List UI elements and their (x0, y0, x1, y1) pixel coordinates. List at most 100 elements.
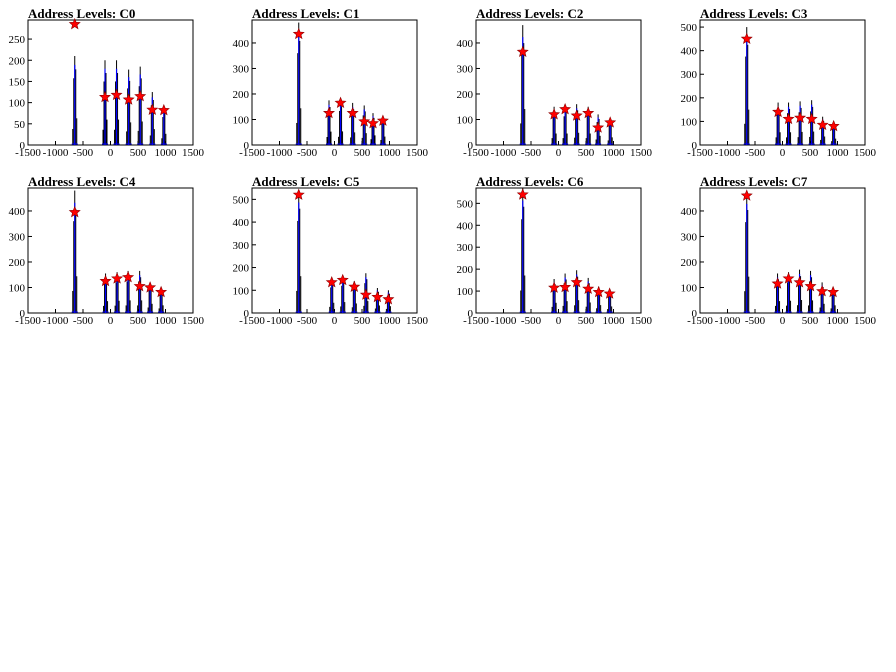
level-marker-star (772, 105, 785, 118)
level-marker-star (348, 280, 361, 292)
level-marker-star (336, 273, 349, 286)
y-tick-label: 300 (9, 231, 26, 243)
peak-2 (785, 102, 792, 145)
level-marker-star (382, 293, 395, 305)
y-tick-label: 100 (457, 286, 474, 298)
y-tick-label: 0 (692, 308, 698, 320)
x-tick-label: 0 (332, 147, 338, 159)
level-marker-star (122, 270, 135, 283)
peak-3 (797, 101, 804, 145)
x-tick-label: 1000 (827, 315, 850, 327)
x-tick-label: 1000 (155, 315, 178, 327)
peak-4 (808, 100, 815, 145)
y-tick-label: 0 (244, 140, 250, 152)
chart-title: Address Levels: C5 (252, 174, 360, 189)
x-tick-label: -1000 (267, 147, 293, 159)
x-tick-label: 500 (578, 315, 595, 327)
chart-panel-c5: Address Levels: C5 0 100 200 300 400 500 -1500-… (224, 168, 448, 336)
level-marker-star (68, 17, 81, 30)
peak-2 (113, 60, 120, 145)
level-marker-star (322, 106, 336, 119)
chart-panel-c1: Address Levels: C1 0 100 200 300 400 -1500 -100… (224, 0, 448, 168)
level-marker-star (603, 287, 616, 299)
chart-title: Address Levels: C1 (252, 6, 360, 21)
y-tick-label: 200 (457, 264, 474, 276)
y-tick-label: 100 (681, 282, 698, 294)
level-marker-star (782, 112, 795, 125)
peak-2 (562, 106, 569, 145)
y-tick-label: 100 (681, 116, 698, 128)
x-tick-label: 500 (354, 315, 371, 327)
x-tick-label: -500 (297, 315, 318, 327)
chart-plot: 0 100 200 300 400 -1500 -1000 -500 0 500 1000 1500 (681, 187, 877, 327)
x-tick-label: 1500 (182, 315, 205, 327)
level-marker-star (816, 118, 829, 131)
y-tick-label: 200 (9, 55, 26, 67)
chart-panel-c0: Address Levels: C0 0 50 100 150 200 250 -1500 -1… (0, 0, 224, 168)
x-tick-label: 1000 (603, 147, 626, 159)
level-marker-star (99, 274, 112, 287)
y-tick-label: 100 (9, 282, 26, 294)
x-tick-label: 1500 (854, 147, 877, 159)
peak-1 (102, 60, 108, 145)
peak-0 (71, 56, 78, 145)
level-marker-star (292, 27, 305, 40)
x-tick-label: 0 (780, 315, 786, 327)
peak-0 (295, 190, 302, 313)
x-tick-label: 1500 (854, 315, 877, 327)
y-tick-label: 250 (9, 34, 26, 46)
x-tick-label: 500 (130, 147, 147, 159)
chart-panel-c6: Address Levels: C6 0 100 200 300 400 500 -1500-… (448, 168, 672, 336)
x-tick-label: 500 (354, 147, 371, 159)
peak-6 (606, 291, 613, 313)
level-marker-star (548, 281, 561, 293)
level-marker-star (157, 103, 170, 116)
x-tick-label: -500 (73, 315, 94, 327)
x-tick-label: -1500 (463, 147, 489, 159)
peak-1 (551, 106, 558, 145)
x-tick-label: -1000 (267, 315, 293, 327)
y-tick-label: 100 (9, 98, 26, 110)
level-marker-star (155, 285, 168, 298)
chart-plot: 0 100 200 300 400 500 -1500 -1000 -500 0 500 1000 15… (233, 187, 429, 327)
chart-plot: 0 100 200 300 400 500 -1500 -1000 -500 0 500 1000 15… (457, 187, 653, 327)
plot-frame (699, 187, 866, 314)
level-marker-star (794, 111, 807, 123)
peak-3 (125, 69, 132, 145)
level-marker-star (782, 272, 795, 284)
peak-2 (339, 276, 346, 313)
chart-title: Address Levels: C3 (700, 6, 808, 21)
chart-panel-c7: Address Levels: C7 0 100 200 300 400 -1500 -100… (672, 168, 896, 336)
y-tick-label: 300 (681, 69, 698, 81)
peak-0 (743, 27, 750, 145)
level-marker-star (358, 115, 371, 127)
y-tick-label: 500 (233, 194, 250, 206)
chart-plot: 0 50 100 150 200 250 -1500 -1000 -500 0 500 1000 150… (9, 17, 205, 159)
level-marker-star (559, 280, 572, 293)
y-tick-label: 0 (20, 140, 26, 152)
x-tick-label: 500 (802, 147, 819, 159)
x-tick-label: -500 (521, 315, 542, 327)
y-tick-label: 400 (233, 217, 250, 229)
x-tick-label: -1500 (15, 315, 41, 327)
level-marker-star (110, 88, 123, 101)
level-marker-star (98, 90, 112, 103)
peak-3 (573, 270, 580, 313)
y-tick-label: 400 (681, 206, 698, 218)
peak-0 (743, 191, 750, 313)
chart-plot: 0 100 200 300 400 -1500 -1000 -500 0 500 1000 1500 (9, 187, 205, 327)
level-marker-star (582, 282, 595, 294)
y-tick-label: 500 (681, 22, 698, 34)
x-tick-label: 1500 (182, 147, 205, 159)
level-marker-star (548, 108, 561, 120)
level-marker-star (371, 290, 384, 303)
level-marker-star (144, 281, 157, 293)
x-tick-label: -500 (73, 147, 94, 159)
y-tick-label: 300 (233, 240, 250, 252)
level-marker-star (582, 106, 595, 119)
chart-panel-c2: Address Levels: C2 0 100 200 300 400 -1500 -100… (448, 0, 672, 168)
x-tick-label: -1500 (687, 147, 713, 159)
x-tick-label: 0 (332, 315, 338, 327)
x-tick-label: -1000 (491, 147, 517, 159)
y-tick-label: 300 (681, 231, 698, 243)
